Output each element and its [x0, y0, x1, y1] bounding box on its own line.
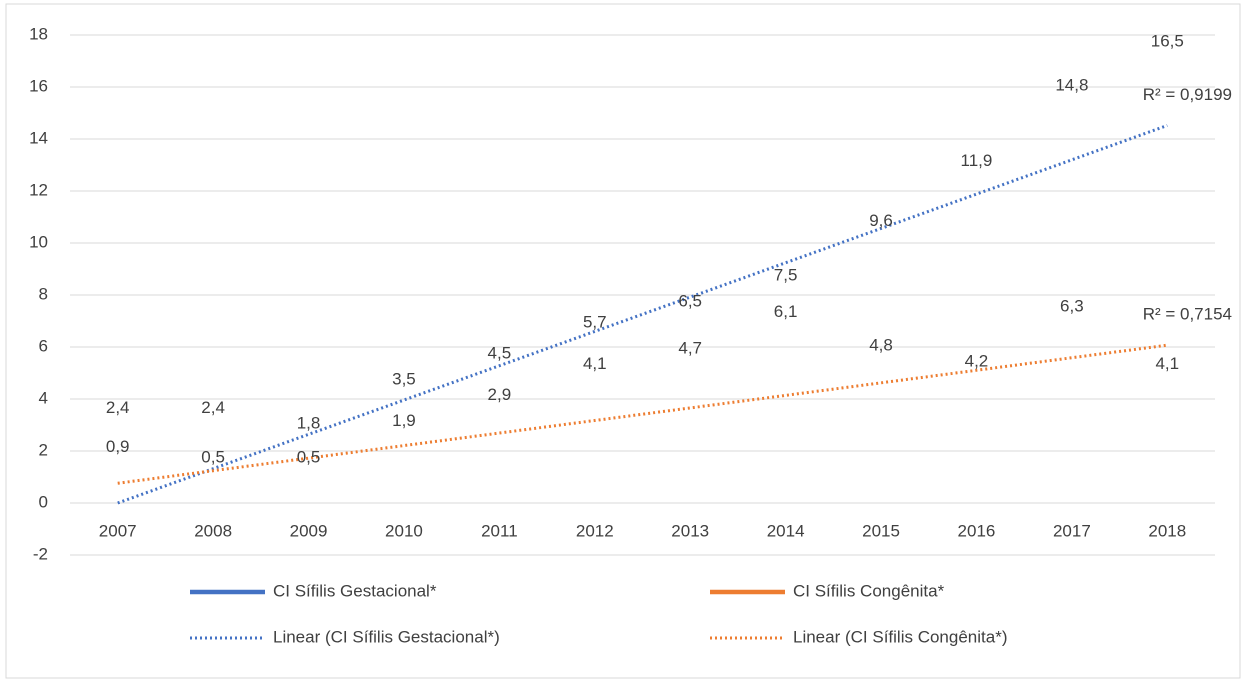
y-tick-label: 16 — [29, 76, 48, 95]
data-label: 4,1 — [1155, 354, 1179, 373]
data-label: 4,7 — [678, 338, 702, 357]
data-label: 6,3 — [1060, 297, 1084, 316]
legend-label: Linear (CI Sífilis Congênita*) — [793, 627, 1007, 646]
x-tick-label: 2012 — [576, 521, 614, 540]
legend-label: CI Sífilis Congênita* — [793, 581, 945, 600]
data-label: 5,7 — [583, 312, 607, 331]
x-tick-label: 2008 — [194, 521, 232, 540]
x-tick-label: 2015 — [862, 521, 900, 540]
data-label: 3,5 — [392, 369, 416, 388]
x-tick-label: 2016 — [958, 521, 996, 540]
chart-frame — [5, 3, 1241, 679]
y-tick-label: 10 — [29, 232, 48, 251]
x-tick-label: 2014 — [767, 521, 805, 540]
data-label: 0,5 — [201, 447, 225, 466]
data-label: 7,5 — [774, 265, 798, 284]
trendline — [117, 124, 1168, 505]
data-label: 9,6 — [869, 211, 893, 230]
x-tick-label: 2013 — [671, 521, 709, 540]
data-label: 2,9 — [488, 385, 512, 404]
legend-label: CI Sífilis Gestacional* — [273, 581, 437, 600]
data-label: 6,5 — [678, 291, 702, 310]
data-label: 4,8 — [869, 336, 893, 355]
y-tick-label: 8 — [39, 284, 48, 303]
y-tick-label: 12 — [29, 180, 48, 199]
data-label: 1,8 — [297, 414, 321, 433]
data-label: 11,9 — [961, 151, 993, 170]
data-label: 16,5 — [1151, 31, 1184, 50]
data-label: 2,4 — [106, 398, 130, 417]
x-tick-label: 2009 — [290, 521, 328, 540]
y-tick-label: 14 — [29, 128, 48, 147]
x-tick-label: 2011 — [481, 521, 518, 540]
r2-label: R² = 0,9199 — [1143, 85, 1232, 104]
x-tick-label: 2010 — [385, 521, 423, 540]
data-label: 0,9 — [106, 437, 130, 456]
data-label: 4,5 — [488, 343, 512, 362]
y-tick-label: 4 — [39, 388, 48, 407]
data-label: 4,1 — [583, 354, 607, 373]
x-tick-label: 2007 — [99, 521, 137, 540]
data-label: 1,9 — [392, 411, 416, 430]
y-tick-label: 6 — [39, 336, 48, 355]
x-tick-label: 2018 — [1148, 521, 1186, 540]
y-tick-label: 18 — [29, 24, 48, 43]
data-label: 4,2 — [965, 351, 989, 370]
data-label: 14,8 — [1055, 76, 1088, 95]
y-tick-label: 2 — [39, 440, 48, 459]
data-label: 6,1 — [774, 302, 798, 321]
trendline — [117, 343, 1168, 485]
x-tick-label: 2017 — [1053, 521, 1091, 540]
y-tick-label: 0 — [39, 492, 48, 511]
y-tick-label: -2 — [33, 544, 48, 563]
data-label: 2,4 — [201, 398, 225, 417]
legend-label: Linear (CI Sífilis Gestacional*) — [273, 627, 500, 646]
r2-label: R² = 0,7154 — [1143, 305, 1232, 324]
data-label: 0,5 — [297, 447, 321, 466]
